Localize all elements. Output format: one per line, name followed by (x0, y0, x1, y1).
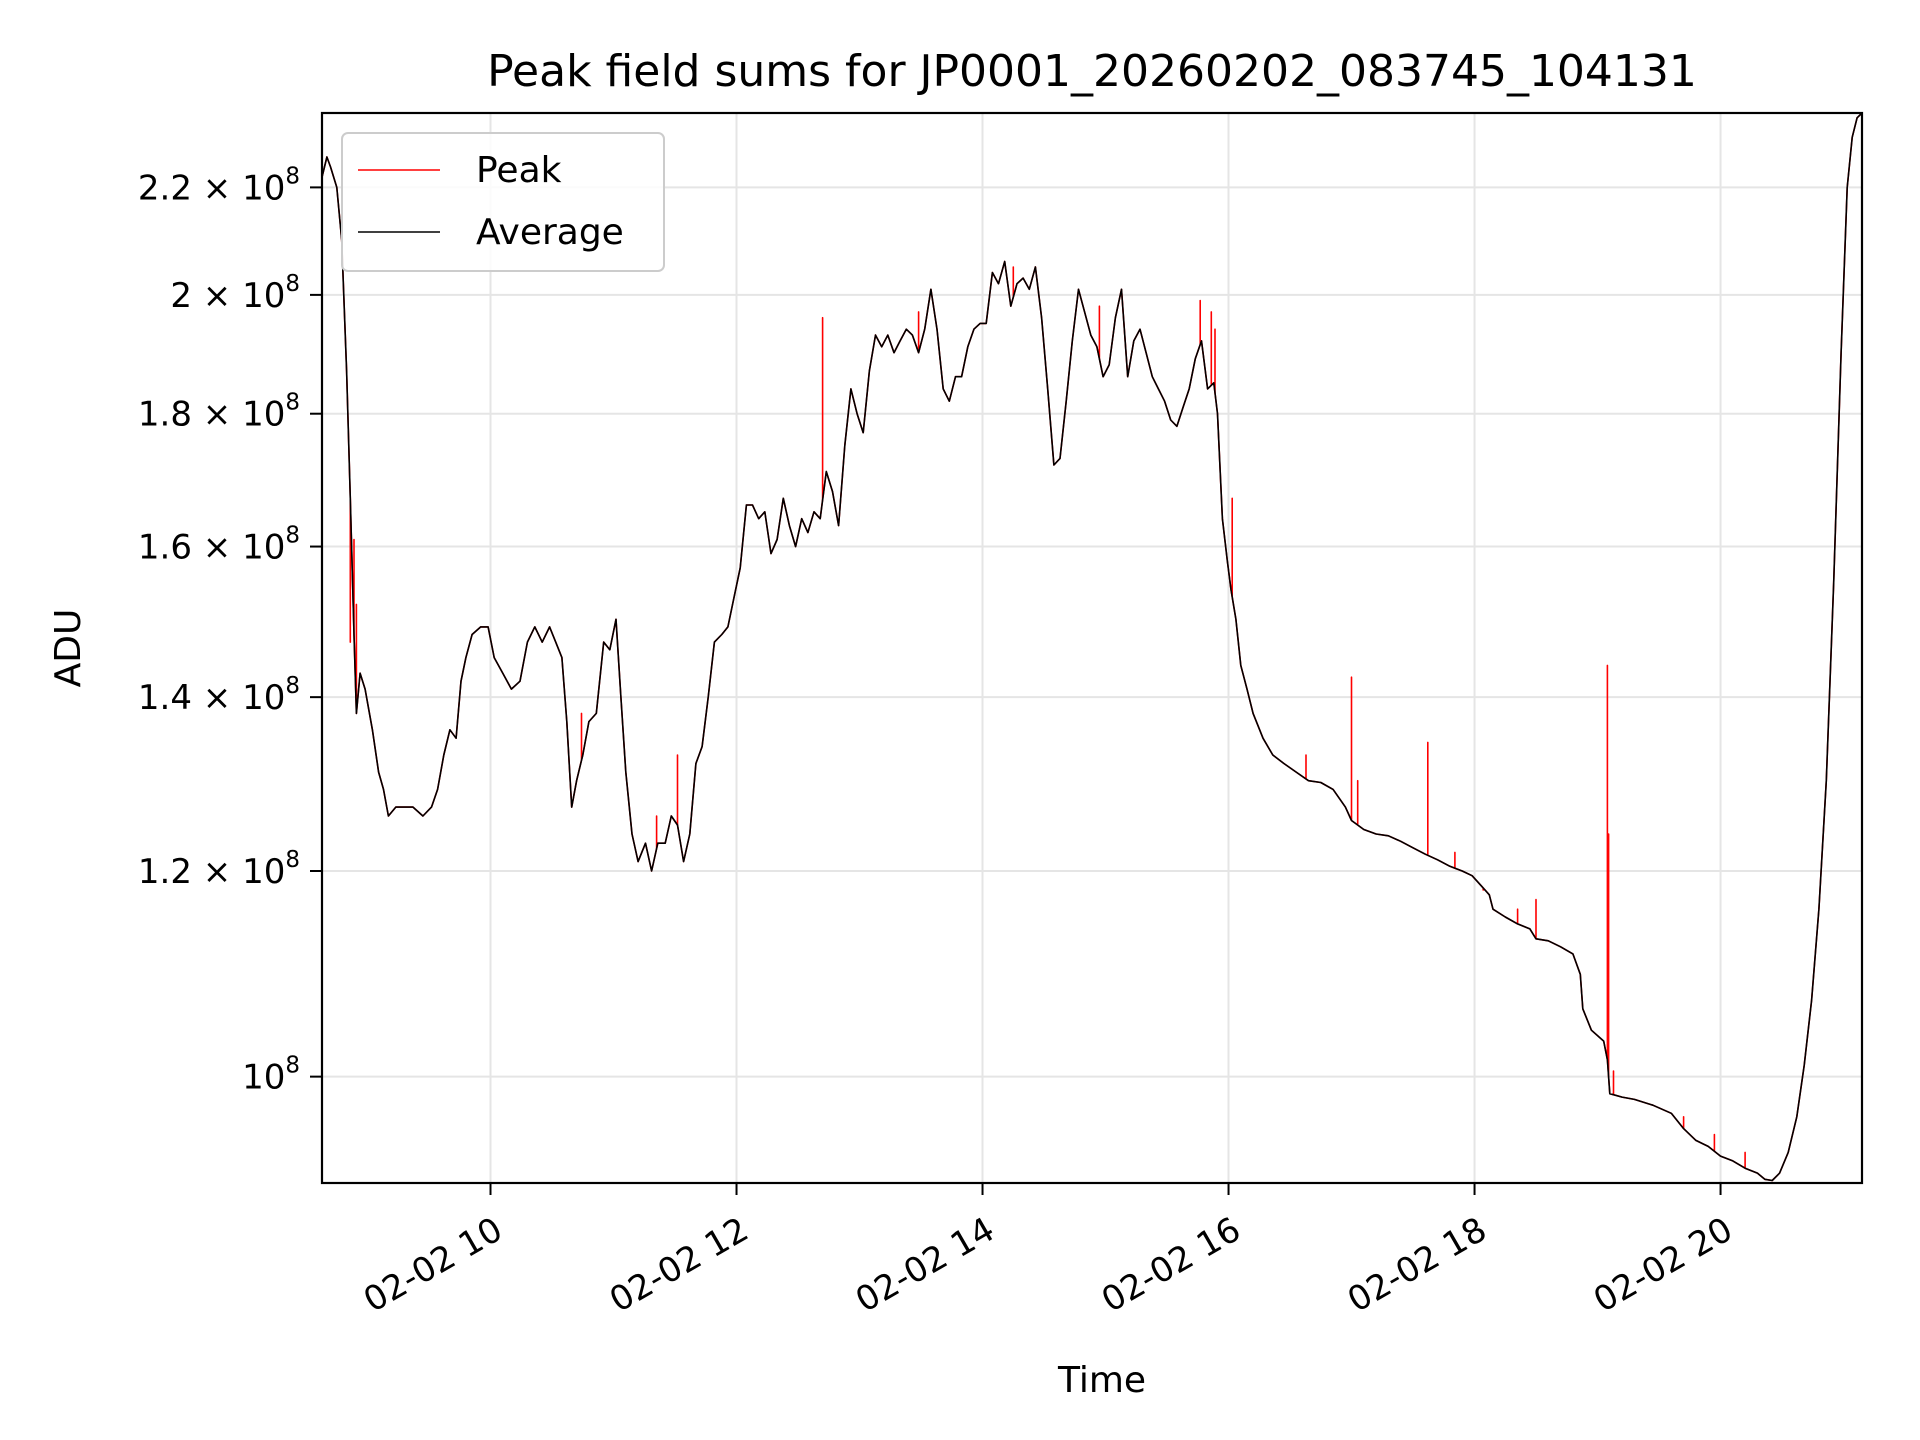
y-axis-ticks: 108 1.2 × 108 1.4 × 108 1.6 × 108 1.8 × 108 2… (138, 163, 322, 1098)
y-tick-label: 108 (242, 1053, 300, 1098)
series-average-line (322, 113, 1862, 1182)
legend: Peak Average (341, 132, 665, 272)
grid-lines (322, 113, 1862, 1183)
y-axis-label: ADU (48, 609, 89, 688)
plot-series (322, 113, 1862, 1182)
plot-frame (320, 111, 1864, 1185)
legend-peak-label: Peak (476, 150, 562, 191)
chart-title: Peak field sums for JP0001_20260202_0837… (487, 46, 1697, 97)
y-tick-label: 1.8 × 108 (138, 390, 300, 435)
y-tick-label: 2.2 × 108 (138, 163, 300, 208)
y-tick-label: 1.2 × 108 (138, 847, 300, 892)
y-tick-label: 1.6 × 108 (138, 523, 300, 568)
legend-average-label: Average (476, 212, 624, 253)
legend-box (341, 132, 665, 272)
x-axis-label: Time (1057, 1360, 1146, 1401)
y-tick-label: 2 × 108 (170, 271, 300, 316)
y-tick-label: 1.4 × 108 (138, 673, 300, 718)
